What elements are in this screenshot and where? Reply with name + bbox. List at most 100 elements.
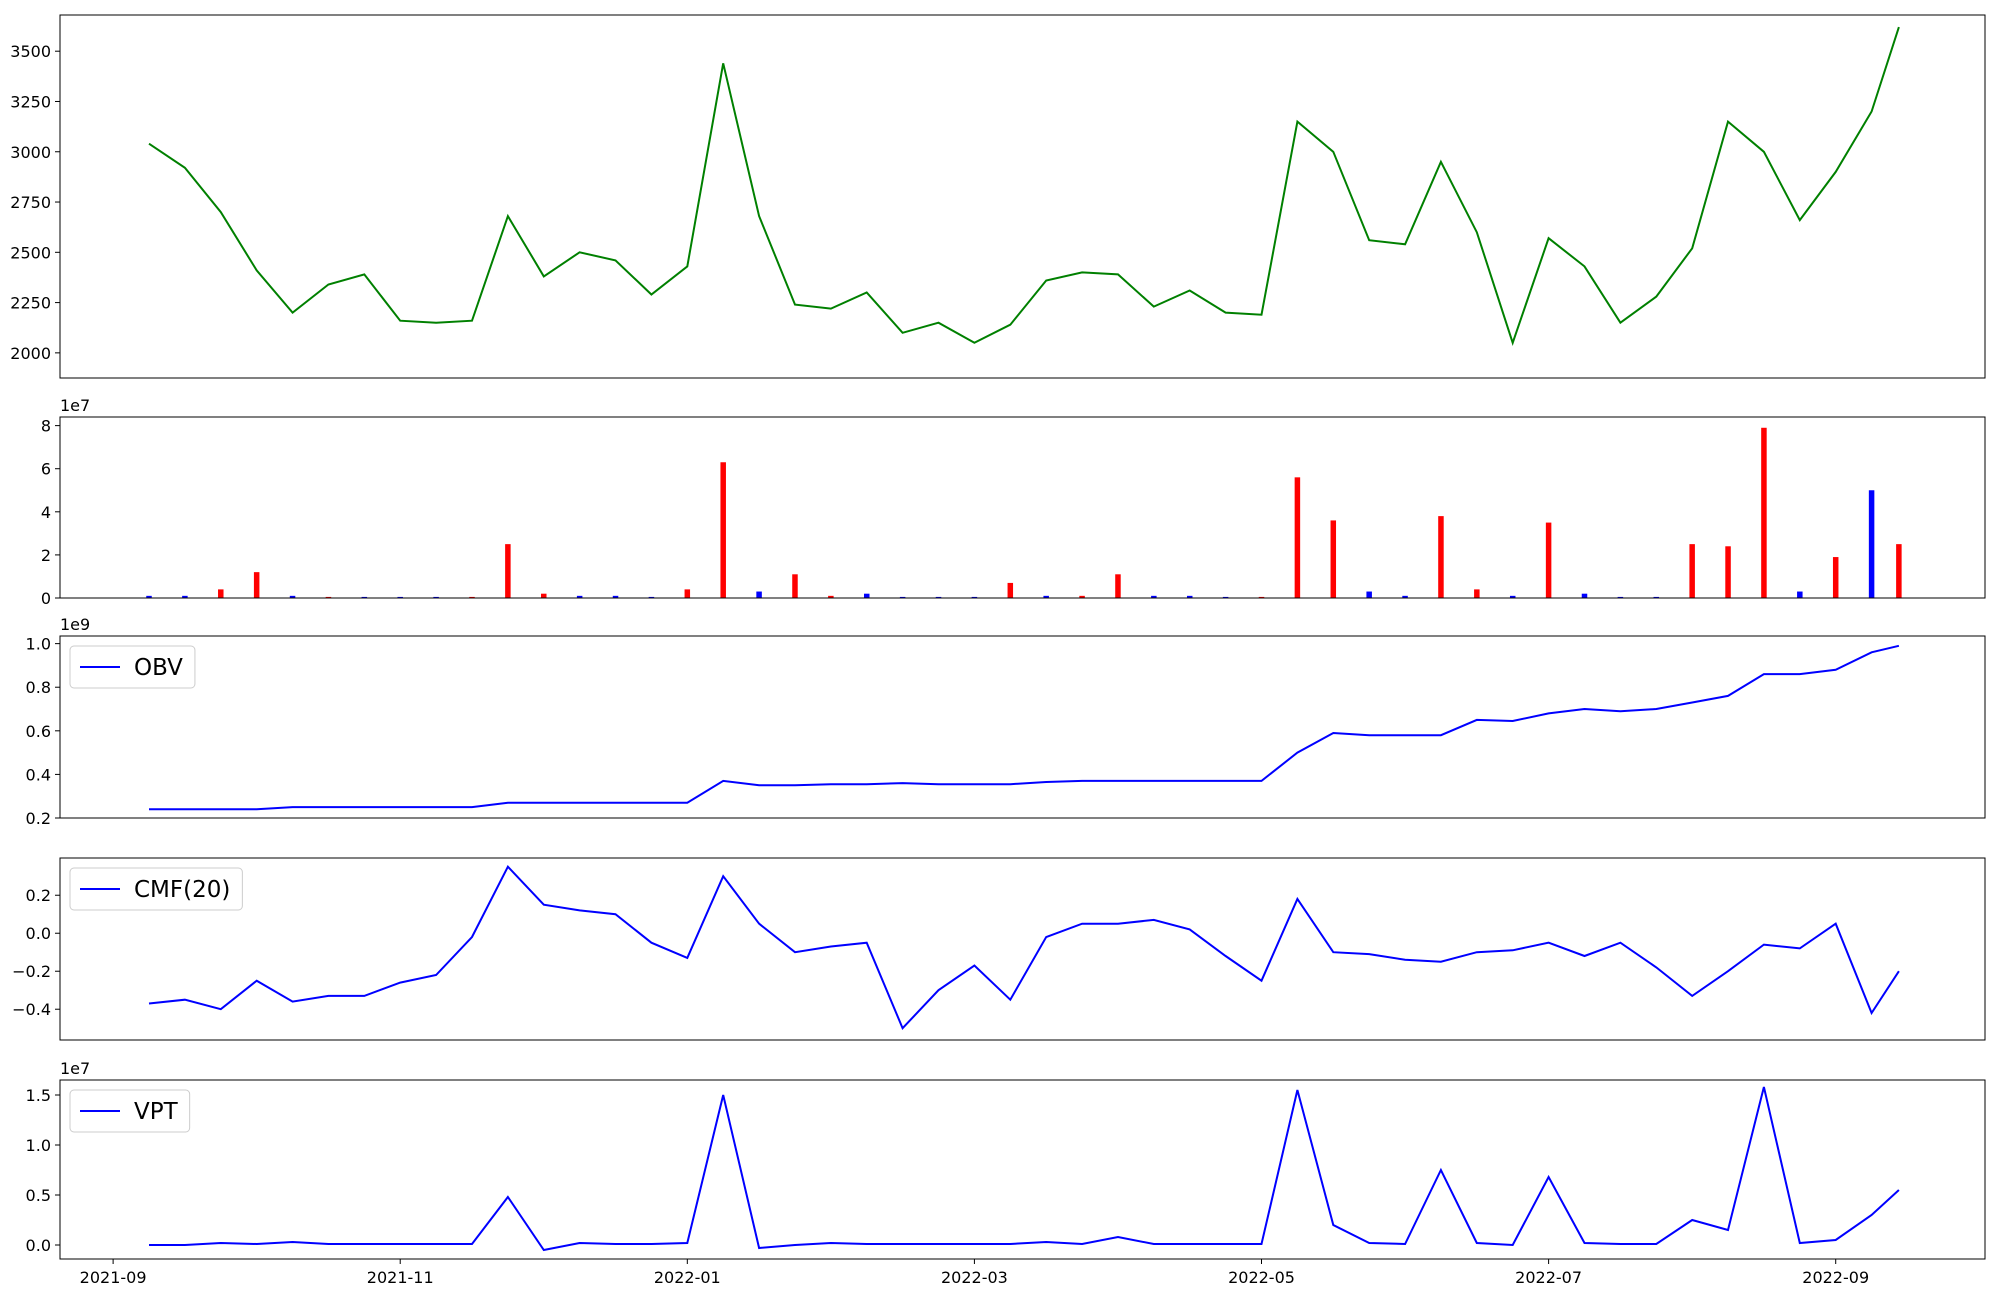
bar [899, 596, 906, 598]
offset-label: 1e9 [60, 615, 90, 634]
bar [1545, 522, 1552, 598]
legend-box [69, 867, 243, 911]
bar [397, 596, 403, 598]
offset-label: 1e7 [60, 1059, 90, 1078]
y-tick-label: 0.0 [26, 924, 51, 943]
bar [1689, 544, 1695, 598]
bar [792, 574, 798, 598]
bar [1474, 589, 1480, 598]
bar [289, 595, 296, 598]
y-tick-label: 0.0 [26, 1236, 51, 1255]
axes-frame [59, 635, 1986, 819]
y-tick-label: 2500 [10, 243, 51, 262]
bar [1079, 595, 1085, 598]
y-tick-label: 0.6 [26, 722, 51, 741]
line [149, 644, 1900, 811]
bar [361, 596, 368, 598]
bar [182, 595, 188, 598]
y-tick-label: 2250 [10, 294, 51, 313]
bar [971, 596, 978, 598]
bar [1186, 595, 1193, 598]
axes-frame [59, 1079, 1986, 1260]
y-tick-label: 1.0 [26, 1136, 51, 1155]
y-tick-label: 0 [41, 589, 51, 608]
legend-label: VPT [134, 1099, 179, 1125]
bar [935, 596, 942, 598]
bar [1402, 595, 1408, 598]
bar [720, 462, 726, 598]
y-tick-label: 0.2 [26, 886, 51, 905]
legend-box [69, 645, 196, 689]
bar [1581, 593, 1588, 598]
y-tick-label: 1.5 [26, 1086, 51, 1105]
line [148, 26, 1900, 346]
bar [218, 589, 224, 598]
y-tick-label: 1.0 [26, 635, 51, 654]
y-tick-label: 2000 [10, 344, 51, 363]
y-tick-label: 0.5 [26, 1186, 51, 1205]
bar [253, 572, 260, 598]
bar [1797, 591, 1803, 598]
x-tick-label: 2022-03 [941, 1268, 1008, 1287]
bar [1832, 557, 1839, 598]
bar [1115, 574, 1121, 598]
bar [1761, 427, 1767, 598]
y-tick-label: 2 [41, 546, 51, 565]
y-tick-label: 6 [41, 460, 51, 479]
y-tick-label: 3000 [10, 143, 51, 162]
bar [1653, 596, 1660, 598]
x-tick-label: 2022-09 [1802, 1268, 1869, 1287]
legend: VPT [69, 1089, 191, 1133]
bar [1151, 595, 1157, 598]
bar [756, 591, 762, 598]
bar [325, 596, 332, 598]
bar [612, 595, 619, 598]
bar [1294, 477, 1301, 598]
x-tick-label: 2021-11 [367, 1268, 434, 1287]
bar [505, 544, 511, 598]
bar [1725, 546, 1731, 598]
bar [648, 596, 655, 598]
x-tick-label: 2022-07 [1515, 1268, 1582, 1287]
axes-frame [59, 416, 1986, 599]
line [148, 864, 1900, 1031]
bar [146, 595, 152, 598]
bar [1043, 595, 1049, 598]
bar [433, 596, 439, 598]
bar [828, 595, 834, 598]
y-tick-label: 2750 [10, 193, 51, 212]
y-tick-label: 0.8 [26, 678, 51, 697]
bar [1868, 490, 1875, 598]
axes-frame [59, 14, 1986, 379]
bar [1617, 596, 1624, 598]
legend-label: CMF(20) [134, 877, 230, 903]
bar [541, 593, 547, 598]
y-tick-label: 0.2 [26, 809, 51, 828]
bar [1330, 520, 1337, 598]
bar [1509, 595, 1516, 598]
bar [1438, 516, 1444, 598]
bar [1896, 544, 1902, 598]
y-tick-label: −0.4 [12, 1000, 51, 1019]
y-tick-label: 3500 [10, 42, 51, 61]
x-tick-label: 2022-05 [1228, 1268, 1295, 1287]
bar [863, 593, 870, 598]
x-tick-label: 2022-01 [654, 1268, 721, 1287]
y-tick-label: 8 [41, 417, 51, 436]
bar [684, 589, 691, 598]
legend-label: OBV [134, 655, 183, 681]
bar [469, 596, 475, 598]
bar [576, 595, 583, 598]
legend: OBV [69, 645, 196, 689]
bar [1258, 596, 1265, 598]
y-tick-label: 4 [41, 503, 51, 522]
legend: CMF(20) [69, 867, 243, 911]
bar [1007, 582, 1014, 598]
x-tick-label: 2021-09 [80, 1268, 147, 1287]
bar [1222, 596, 1229, 598]
y-tick-label: −0.2 [12, 962, 51, 981]
line [149, 1086, 1900, 1252]
axes-frame [59, 857, 1986, 1041]
y-tick-label: 3250 [10, 92, 51, 111]
